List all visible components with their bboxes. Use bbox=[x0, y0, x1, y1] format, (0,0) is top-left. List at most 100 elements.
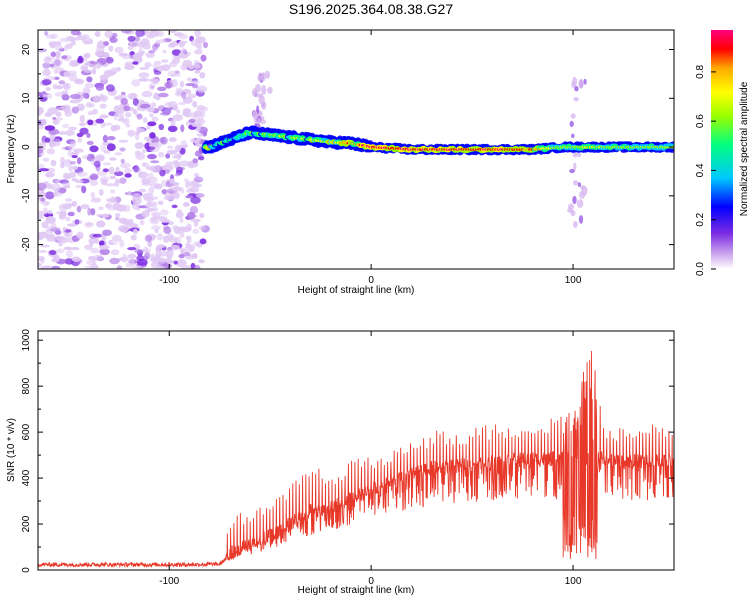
noise-blob bbox=[50, 141, 56, 148]
noise-blob bbox=[199, 238, 207, 245]
noise-blob bbox=[41, 79, 52, 86]
noise-blob bbox=[110, 189, 116, 194]
spectrogram-marks bbox=[38, 30, 674, 269]
noise-blob bbox=[136, 258, 148, 266]
spike-blob bbox=[569, 120, 574, 127]
noise-blob bbox=[46, 148, 55, 155]
noise-blob bbox=[94, 31, 101, 37]
noise-blob bbox=[131, 79, 141, 87]
noise-blob bbox=[192, 101, 198, 108]
noise-blob bbox=[92, 233, 103, 238]
noise-blob bbox=[149, 132, 156, 139]
noise-blob bbox=[185, 83, 196, 87]
noise-blob bbox=[141, 90, 153, 98]
noise-blob bbox=[175, 87, 183, 94]
noise-blob bbox=[174, 173, 181, 177]
noise-blob bbox=[145, 52, 155, 58]
noise-blob bbox=[196, 118, 206, 125]
noise-blob bbox=[150, 165, 161, 173]
noise-blob bbox=[150, 225, 161, 230]
noise-blob bbox=[67, 211, 75, 217]
snr-y-axis-label: SNR (10 * v/v) bbox=[6, 418, 17, 482]
noise-blob bbox=[150, 182, 161, 189]
noise-blob bbox=[50, 265, 61, 269]
noise-blob bbox=[197, 37, 205, 44]
noise-blob bbox=[38, 250, 47, 253]
noise-blob bbox=[89, 175, 95, 181]
noise-blob bbox=[53, 69, 58, 75]
noise-blob bbox=[169, 178, 174, 185]
noise-blob bbox=[161, 59, 169, 63]
noise-blob bbox=[103, 162, 111, 166]
noise-blob bbox=[58, 242, 63, 247]
spike-blob bbox=[572, 195, 577, 205]
noise-blob bbox=[86, 76, 93, 83]
noise-blob bbox=[114, 152, 123, 156]
noise-blob bbox=[136, 113, 143, 120]
noise-blob bbox=[139, 103, 151, 109]
spectrogram-frame bbox=[37, 29, 675, 270]
noise-blob bbox=[194, 49, 203, 55]
noise-blob bbox=[68, 145, 75, 150]
noise-blob bbox=[47, 209, 53, 215]
noise-blob bbox=[124, 65, 135, 70]
noise-blob bbox=[153, 70, 162, 75]
noise-blob bbox=[124, 112, 132, 118]
noise-blob bbox=[76, 57, 84, 64]
noise-blob bbox=[38, 191, 46, 198]
noise-blob bbox=[45, 216, 56, 224]
spectrogram-x-axis-label: Height of straight line (km) bbox=[298, 285, 415, 296]
noise-blob bbox=[48, 250, 57, 256]
noise-blob bbox=[157, 151, 165, 158]
noise-blob bbox=[46, 226, 56, 230]
noise-blob bbox=[149, 113, 154, 118]
noise-blob bbox=[42, 157, 50, 162]
noise-blob bbox=[68, 203, 73, 208]
noise-blob bbox=[183, 144, 189, 148]
noise-blob bbox=[124, 167, 132, 174]
noise-blob bbox=[53, 58, 63, 67]
noise-blob bbox=[41, 221, 49, 229]
noise-blob bbox=[162, 49, 167, 54]
noise-blob bbox=[151, 216, 158, 223]
noise-blob bbox=[106, 143, 116, 151]
noise-blob bbox=[133, 165, 140, 173]
noise-blob bbox=[190, 180, 198, 187]
noise-blob bbox=[115, 166, 120, 173]
noise-blob bbox=[109, 257, 120, 265]
noise-blob bbox=[55, 235, 66, 241]
noise-blob bbox=[93, 160, 101, 168]
noise-blob bbox=[134, 249, 145, 254]
noise-blob bbox=[87, 207, 92, 216]
noise-blob bbox=[181, 91, 187, 99]
snr-frame bbox=[37, 330, 675, 571]
noise-blob bbox=[192, 158, 199, 164]
noise-blob bbox=[108, 45, 114, 52]
noise-blob bbox=[127, 129, 135, 137]
noise-blob bbox=[71, 256, 81, 262]
noise-blob bbox=[38, 210, 45, 217]
spike-blob bbox=[252, 88, 258, 97]
noise-blob bbox=[148, 186, 155, 195]
colorbar-label: Normalized spectral amplitude bbox=[739, 81, 750, 216]
noise-blob bbox=[113, 171, 124, 177]
noise-blob bbox=[141, 162, 150, 168]
noise-blob bbox=[80, 204, 90, 210]
spike-blob bbox=[574, 85, 579, 92]
noise-blob bbox=[64, 258, 75, 265]
noise-blob bbox=[40, 118, 47, 126]
noise-blob bbox=[96, 220, 106, 228]
noise-blob bbox=[168, 61, 178, 68]
noise-blob bbox=[196, 85, 208, 93]
noise-blob bbox=[127, 247, 137, 251]
noise-blob bbox=[65, 198, 73, 202]
spectrogram-y-tick-label: 0 bbox=[21, 144, 32, 150]
noise-blob bbox=[159, 218, 171, 223]
noise-blob bbox=[179, 160, 190, 167]
noise-blob bbox=[130, 234, 137, 241]
noise-blob bbox=[114, 46, 124, 54]
noise-blob bbox=[66, 223, 77, 227]
noise-blob bbox=[175, 236, 182, 244]
